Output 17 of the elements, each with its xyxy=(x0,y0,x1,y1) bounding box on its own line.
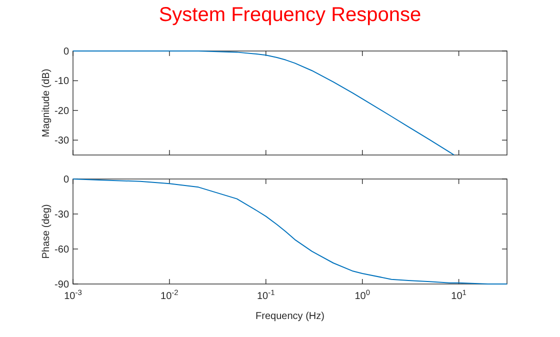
y-tick-label: -30 xyxy=(54,136,70,147)
x-tick-label: 10$^{-1}$ xyxy=(257,288,275,302)
x-tick-label: 10$^{-3}$ xyxy=(64,288,82,302)
y-axis-title: Magnitude (dB) xyxy=(41,68,52,138)
x-axis-title: Frequency (Hz) xyxy=(256,311,324,322)
y-tick-label: -90 xyxy=(54,280,70,290)
y-tick-label: 0 xyxy=(63,174,70,186)
y-tick-label: 0 xyxy=(63,46,70,58)
x-tick-label: 10$^{1}$ xyxy=(451,288,466,302)
x-tick-label: 10$^{-2}$ xyxy=(160,288,178,302)
y-tick-label: -30 xyxy=(54,210,70,220)
x-tick-label: 10$^{0}$ xyxy=(354,288,370,302)
y-tick-label: -10 xyxy=(54,76,70,88)
y-axis-title: Phase (deg) xyxy=(41,204,52,259)
chart-title: System Frequency Response xyxy=(158,4,422,26)
y-tick-label: -20 xyxy=(54,106,70,117)
y-tick-label: -60 xyxy=(54,244,70,256)
